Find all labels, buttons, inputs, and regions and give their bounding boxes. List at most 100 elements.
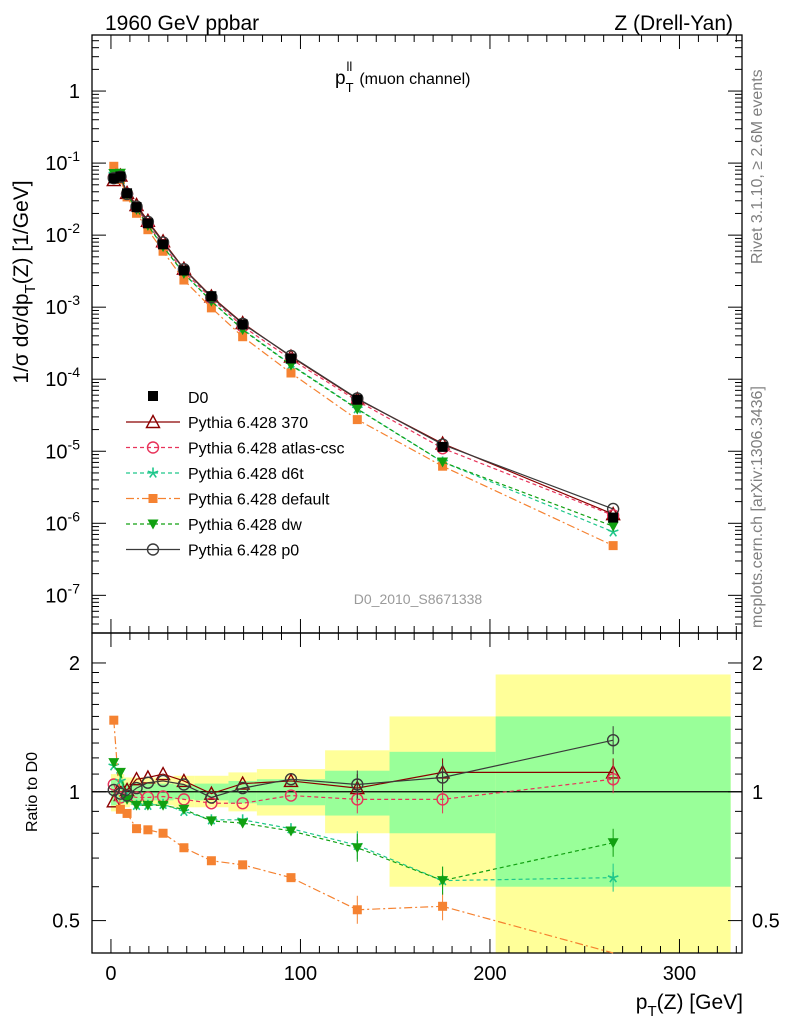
x-tick-label: 300 bbox=[663, 963, 696, 985]
legend-label-data: D0 bbox=[188, 390, 209, 407]
data-point bbox=[131, 202, 142, 213]
mc-point-ratio bbox=[106, 793, 122, 808]
y-tick-label-top: 10-2 bbox=[45, 220, 80, 247]
mcplots-label: mcplots.cern.ch [arXiv:1306.3436] bbox=[749, 386, 766, 628]
y-axis-label-part-b: (Z) [1/GeV] bbox=[10, 180, 33, 284]
top-bands-layer bbox=[110, 674, 731, 953]
chart-title-main: p bbox=[335, 68, 346, 89]
mc-point-ratio bbox=[158, 828, 168, 838]
data-point bbox=[108, 173, 119, 184]
mc-point-ratio bbox=[283, 772, 299, 788]
legend-entry: Pythia 6.428 atlas-csc bbox=[126, 441, 345, 458]
mc-point-ratio bbox=[177, 778, 191, 791]
mc-point-top bbox=[206, 303, 216, 313]
legend-entry-data: D0 bbox=[148, 390, 209, 407]
legend-label: Pythia 6.428 p0 bbox=[188, 543, 299, 560]
mc-point-ratio bbox=[436, 771, 449, 784]
mc-point-top bbox=[437, 457, 449, 468]
star-arm bbox=[116, 780, 122, 786]
mc-point-ratio bbox=[205, 791, 218, 804]
mc-point-top bbox=[286, 368, 296, 378]
mc-point-ratio bbox=[606, 733, 620, 747]
star-arm bbox=[612, 875, 619, 879]
mc-point-ratio bbox=[286, 873, 296, 883]
legend-label: Pythia 6.428 atlas-csc bbox=[188, 441, 345, 458]
legend-marker bbox=[146, 543, 160, 556]
star-arm bbox=[120, 778, 126, 782]
data-point bbox=[142, 218, 153, 229]
y-axis-label-part-a: 1/σ dσ/dp bbox=[10, 293, 33, 383]
mc-point-ratio bbox=[156, 774, 170, 788]
y-tick-label-bottom: 1 bbox=[69, 782, 80, 804]
x-tick-label: 100 bbox=[284, 963, 317, 985]
data-point bbox=[285, 353, 296, 364]
mc-point-ratio bbox=[157, 800, 169, 811]
legend-marker bbox=[148, 494, 158, 503]
star-arm bbox=[607, 875, 614, 879]
y-axis-label-top: 1/σ dσ/dpT(Z) [1/GeV] bbox=[10, 180, 39, 383]
legend-entry: Pythia 6.428 d6t bbox=[126, 466, 304, 483]
legend-marker bbox=[147, 519, 159, 530]
mc-point-ratio bbox=[108, 758, 120, 769]
chart-title-suffix: (muon channel) bbox=[359, 71, 470, 88]
y-axis-label-bottom: Ratio to D0 bbox=[24, 752, 41, 832]
mc-point-ratio bbox=[120, 789, 134, 802]
mc-point-ratio bbox=[351, 843, 363, 854]
mc-point-ratio bbox=[607, 872, 619, 883]
y-tick-label-top: 1 bbox=[69, 81, 80, 103]
data-point bbox=[178, 265, 189, 276]
x-tick-label: 200 bbox=[473, 963, 506, 985]
legend: D0 Pythia 6.428 370 Pythia 6.428 atlas-csc… bbox=[126, 390, 345, 560]
mc-point-ratio bbox=[178, 804, 190, 815]
star-arm bbox=[607, 529, 614, 533]
mc-point-ratio bbox=[237, 818, 249, 829]
mc-point-top bbox=[179, 275, 189, 285]
y-tick-label-bottom-right: 0.5 bbox=[752, 911, 780, 933]
mc-point-ratio bbox=[109, 715, 119, 725]
mc-point-ratio bbox=[284, 773, 298, 786]
mc-point-top bbox=[608, 541, 618, 551]
mc-point-ratio bbox=[351, 778, 364, 791]
mc-point-ratio bbox=[436, 793, 449, 806]
legend-label: Pythia 6.428 370 bbox=[188, 415, 308, 432]
legend-entry: Pythia 6.428 p0 bbox=[126, 543, 299, 560]
mc-point-top bbox=[607, 521, 619, 532]
y-tick-label-top: 10-4 bbox=[45, 364, 80, 391]
mc-point-ratio bbox=[114, 787, 127, 800]
legend-entry: Pythia 6.428 370 bbox=[126, 414, 308, 432]
y-tick-label-top: 10-5 bbox=[45, 436, 80, 463]
mc-point-ratio bbox=[107, 783, 120, 797]
mc-point-ratio bbox=[285, 826, 297, 837]
x-tick-label: 0 bbox=[105, 963, 116, 985]
y-tick-label-bottom: 2 bbox=[69, 653, 80, 675]
star-arm bbox=[152, 472, 157, 478]
mc-point-ratio bbox=[284, 789, 298, 802]
legend-label: Pythia 6.428 dw bbox=[188, 517, 302, 534]
legend-entry: Pythia 6.428 dw bbox=[126, 517, 302, 534]
mc-line-top bbox=[113, 166, 614, 547]
mc-point-ratio bbox=[205, 816, 217, 827]
mc-point-ratio bbox=[131, 800, 143, 811]
mc-point-top bbox=[238, 332, 248, 342]
legend-marker bbox=[146, 441, 160, 454]
mc-point-ratio bbox=[130, 781, 143, 795]
data-point bbox=[115, 171, 126, 182]
mc-line-top bbox=[113, 176, 614, 516]
data-point bbox=[608, 512, 619, 523]
data-point bbox=[122, 188, 133, 199]
star-arm bbox=[609, 877, 614, 883]
mc-point-ratio bbox=[438, 901, 448, 911]
y-tick-label-bottom: 0.5 bbox=[52, 911, 80, 933]
data-point bbox=[352, 394, 363, 405]
y-tick-label-top: 10-3 bbox=[45, 292, 80, 319]
header-right: Z (Drell-Yan) bbox=[614, 12, 733, 35]
legend-marker bbox=[147, 467, 159, 478]
mc-point-ratio bbox=[142, 800, 154, 811]
bottom-panel-frame bbox=[91, 632, 743, 954]
legend-marker bbox=[145, 414, 161, 429]
analysis-label: D0_2010_S8671338 bbox=[354, 591, 483, 607]
star-arm bbox=[612, 877, 618, 883]
mc-point-ratio bbox=[155, 766, 171, 781]
star-arm bbox=[609, 531, 614, 537]
chart-title: pTll (muon channel) bbox=[335, 59, 470, 95]
